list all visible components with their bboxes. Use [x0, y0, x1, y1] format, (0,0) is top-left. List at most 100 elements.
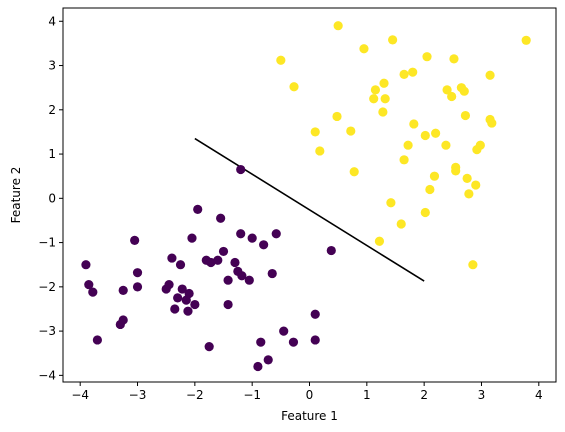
point-class-0	[175, 260, 186, 270]
point-class-1	[310, 127, 320, 137]
point-class-1	[396, 219, 406, 229]
point-class-1	[374, 236, 385, 246]
point-class-0	[288, 337, 299, 347]
y-tick-label: 1	[48, 147, 56, 161]
point-class-0	[193, 204, 203, 214]
point-class-1	[399, 155, 409, 165]
point-class-0	[236, 229, 246, 239]
point-class-1	[379, 78, 389, 88]
point-class-0	[88, 287, 98, 297]
point-class-0	[84, 280, 94, 290]
x-tick-label: −3	[129, 388, 147, 402]
y-tick-label: −2	[38, 280, 56, 294]
point-class-1	[475, 140, 485, 150]
point-class-1	[441, 140, 451, 150]
point-class-1	[408, 67, 418, 77]
axes-frame	[62, 7, 557, 383]
point-class-1	[349, 167, 359, 177]
point-class-0	[253, 361, 263, 372]
point-class-1	[403, 140, 413, 150]
point-class-1	[420, 130, 430, 141]
point-class-1	[485, 70, 495, 80]
point-class-1	[460, 110, 471, 121]
point-class-0	[271, 229, 281, 239]
point-class-0	[218, 246, 229, 257]
point-class-0	[237, 271, 247, 281]
x-tick-label: −2	[186, 388, 204, 402]
x-tick-label: 2	[420, 388, 428, 402]
point-class-0	[173, 293, 183, 303]
point-class-0	[130, 235, 140, 245]
y-axis-ticks: −4 −3 −2 −1 0 1 2 3 4	[38, 14, 63, 382]
point-class-1	[289, 82, 299, 92]
point-class-0	[164, 280, 174, 290]
point-class-1	[464, 189, 474, 199]
x-axis-label: Feature 1	[281, 409, 338, 423]
point-class-0	[310, 335, 320, 345]
point-class-0	[132, 282, 143, 292]
point-class-1	[521, 35, 531, 45]
point-class-1	[346, 126, 356, 136]
y-tick-label: 2	[48, 103, 56, 117]
point-class-0	[170, 304, 180, 314]
y-axis-label: Feature 2	[9, 167, 23, 224]
point-class-1	[442, 85, 452, 95]
y-tick-label: −4	[38, 368, 56, 382]
point-class-0	[92, 335, 102, 345]
point-class-1	[388, 35, 398, 45]
point-class-0	[259, 240, 269, 250]
point-class-0	[230, 257, 240, 268]
point-class-0	[244, 275, 254, 285]
point-class-0	[223, 275, 233, 285]
point-class-1	[471, 180, 481, 190]
point-class-0	[279, 326, 289, 336]
point-class-1	[409, 119, 419, 129]
point-class-1	[468, 260, 478, 270]
point-class-0	[184, 288, 194, 299]
point-class-1	[487, 118, 497, 128]
point-class-1	[359, 44, 369, 54]
y-tick-label: 4	[48, 14, 56, 28]
point-class-1	[462, 173, 472, 184]
point-class-1	[422, 52, 432, 62]
point-class-1	[447, 91, 457, 102]
y-tick-label: −1	[38, 236, 56, 250]
x-axis-ticks: −4 −3 −2 −1 0 1 2 3 4	[71, 382, 543, 402]
point-class-1	[451, 166, 461, 176]
decision-boundary	[194, 137, 425, 282]
point-class-1	[333, 21, 343, 31]
point-class-1	[431, 128, 441, 138]
point-class-0	[190, 299, 200, 310]
x-tick-label: −4	[71, 388, 89, 402]
y-tick-label: −3	[38, 324, 56, 338]
point-class-0	[187, 233, 197, 243]
point-class-1	[399, 69, 409, 79]
point-class-1	[369, 94, 379, 104]
point-class-1	[425, 184, 435, 195]
point-class-1	[315, 146, 325, 156]
point-class-0	[310, 309, 320, 319]
point-class-0	[256, 337, 266, 347]
boundary-line	[194, 137, 425, 282]
point-class-1	[420, 207, 430, 218]
point-class-1	[276, 55, 286, 65]
point-class-0	[183, 306, 193, 316]
point-class-0	[177, 284, 187, 294]
point-class-0	[132, 268, 143, 278]
point-class-1	[386, 198, 396, 208]
x-tick-label: 0	[306, 388, 314, 402]
point-class-0	[118, 285, 128, 295]
point-class-0	[247, 233, 257, 243]
x-tick-label: 1	[363, 388, 371, 402]
point-class-1	[380, 94, 390, 104]
point-class-1	[378, 107, 388, 117]
data-points	[81, 21, 531, 372]
x-tick-label: 3	[478, 388, 486, 402]
point-class-0	[204, 341, 214, 352]
point-class-1	[459, 86, 469, 96]
point-class-1	[370, 85, 381, 95]
point-class-0	[263, 355, 273, 365]
point-class-1	[429, 171, 440, 181]
y-tick-label: 0	[48, 191, 56, 205]
